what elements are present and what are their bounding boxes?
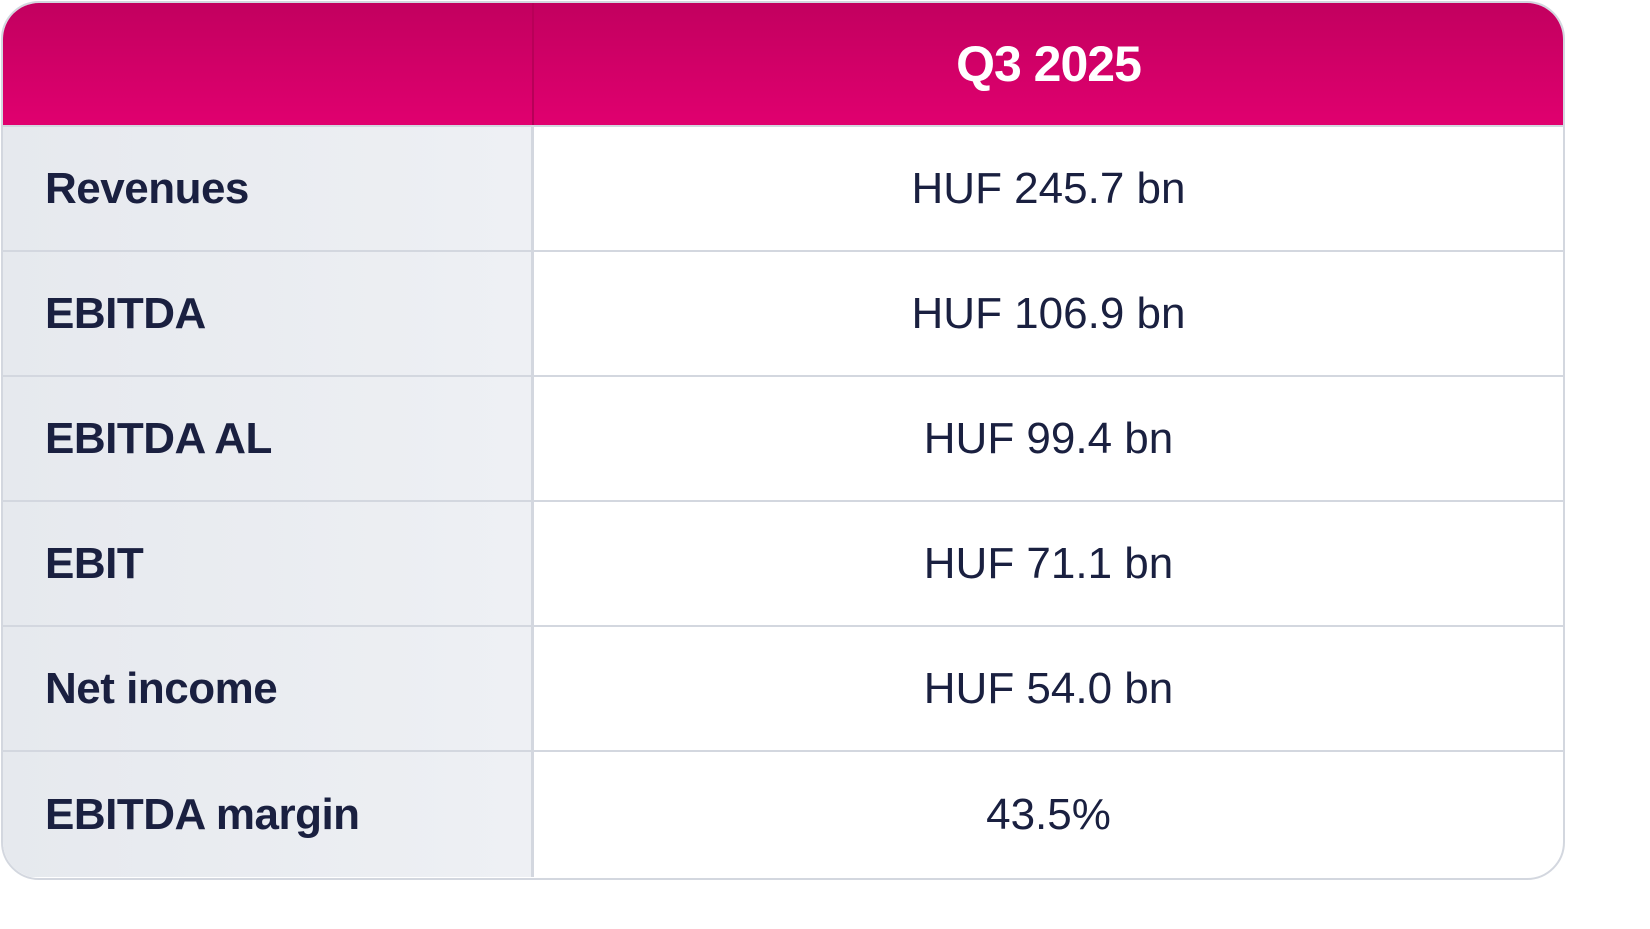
metric-label: EBITDA <box>3 252 534 375</box>
table-row-ebitda-margin: EBITDA margin 43.5% <box>3 752 1563 877</box>
metric-value: HUF 71.1 bn <box>923 538 1174 588</box>
metric-label: Net income <box>3 627 534 750</box>
metric-label: EBITDA AL <box>3 377 534 500</box>
financial-summary-table: Q3 2025 Revenues HUF 245.7 bn EBITDA HUF… <box>1 1 1565 880</box>
table-row-revenues: Revenues HUF 245.7 bn <box>3 127 1563 252</box>
metric-label: Revenues <box>3 127 534 250</box>
metric-label: EBIT <box>3 502 534 625</box>
metric-value: HUF 99.4 bn <box>923 413 1174 463</box>
metric-value: HUF 245.7 bn <box>911 163 1186 213</box>
header-period-label: Q3 2025 <box>956 36 1142 92</box>
metric-value: HUF 106.9 bn <box>911 288 1186 338</box>
metric-value: HUF 54.0 bn <box>923 663 1174 713</box>
metric-value: 43.5% <box>986 789 1111 839</box>
table-header-row: Q3 2025 <box>3 3 1563 127</box>
table-row-ebitda: EBITDA HUF 106.9 bn <box>3 252 1563 377</box>
header-metric-column <box>3 3 534 125</box>
table-row-ebit: EBIT HUF 71.1 bn <box>3 502 1563 627</box>
table-row-net-income: Net income HUF 54.0 bn <box>3 627 1563 752</box>
table-row-ebitda-al: EBITDA AL HUF 99.4 bn <box>3 377 1563 502</box>
metric-label: EBITDA margin <box>3 752 534 877</box>
